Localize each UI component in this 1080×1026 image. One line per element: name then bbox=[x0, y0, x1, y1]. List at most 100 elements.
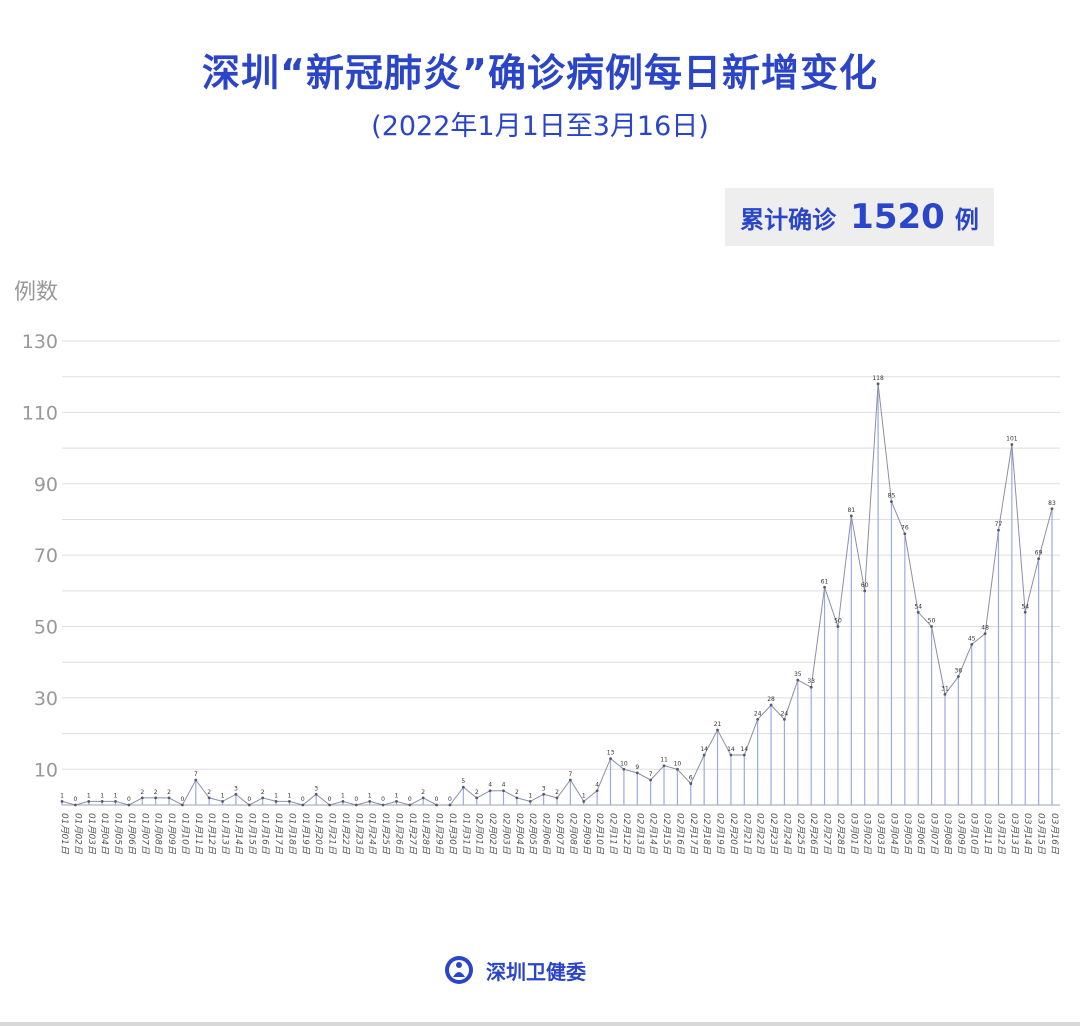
data-point bbox=[1010, 443, 1014, 446]
data-point bbox=[381, 803, 385, 807]
data-point bbox=[87, 800, 91, 803]
x-tick-label: 02月17日 bbox=[688, 813, 699, 855]
data-label: 14 bbox=[700, 746, 708, 753]
x-tick-label: 02月10日 bbox=[594, 813, 605, 855]
data-point bbox=[234, 792, 238, 796]
data-point bbox=[194, 778, 198, 782]
x-tick-label: 02月19日 bbox=[715, 813, 726, 855]
data-label: 28 bbox=[767, 696, 775, 703]
data-point bbox=[1050, 507, 1054, 511]
data-label: 24 bbox=[754, 710, 762, 717]
x-tick-label: 02月23日 bbox=[768, 813, 779, 855]
footer-brand: 深圳卫健委 bbox=[444, 955, 586, 985]
data-point bbox=[635, 771, 639, 775]
data-label: 48 bbox=[981, 625, 989, 632]
total-label: 累计确诊 bbox=[740, 205, 837, 234]
data-point bbox=[582, 800, 586, 803]
x-tick-label: 03月16日 bbox=[1049, 813, 1060, 855]
data-point bbox=[314, 792, 318, 796]
data-point bbox=[1023, 610, 1027, 614]
data-point bbox=[261, 796, 265, 800]
data-label: 2 bbox=[167, 789, 171, 796]
data-point bbox=[903, 532, 907, 536]
data-label: 1 bbox=[368, 792, 372, 799]
data-label: 4 bbox=[488, 782, 492, 789]
x-tick-label: 02月01日 bbox=[474, 813, 485, 855]
x-tick-label: 02月24日 bbox=[781, 813, 792, 855]
data-point bbox=[742, 753, 746, 757]
data-point bbox=[595, 789, 599, 793]
data-point bbox=[568, 778, 572, 782]
data-point bbox=[288, 800, 291, 803]
data-point bbox=[823, 585, 826, 589]
data-point bbox=[181, 803, 184, 807]
x-tick-label: 03月02日 bbox=[862, 813, 873, 855]
footer-org-name: 深圳卫健委 bbox=[486, 959, 586, 984]
y-tick-label: 10 bbox=[34, 759, 58, 781]
data-label: 31 bbox=[941, 685, 949, 692]
x-tick-label: 01月16日 bbox=[260, 813, 271, 855]
data-label: 1 bbox=[114, 792, 118, 799]
data-point bbox=[274, 800, 278, 803]
x-tick-label: 01月07日 bbox=[139, 813, 150, 855]
x-tick-label: 01月11日 bbox=[193, 813, 204, 855]
data-label: 2 bbox=[515, 789, 519, 796]
y-tick-label: 110 bbox=[22, 402, 58, 424]
data-label: 83 bbox=[1048, 500, 1056, 507]
data-label: 0 bbox=[354, 796, 358, 803]
data-label: 54 bbox=[1021, 603, 1029, 610]
x-tick-label: 02月12日 bbox=[621, 813, 632, 855]
x-tick-label: 02月05日 bbox=[527, 813, 538, 855]
data-point bbox=[73, 803, 77, 807]
data-label: 45 bbox=[968, 635, 976, 642]
y-tick-label: 70 bbox=[34, 545, 58, 567]
data-point bbox=[207, 796, 211, 800]
data-label: 21 bbox=[714, 721, 722, 728]
data-label: 0 bbox=[435, 796, 439, 803]
x-tick-label: 01月17日 bbox=[273, 813, 284, 855]
data-label: 2 bbox=[421, 789, 425, 796]
data-point bbox=[756, 717, 760, 721]
data-point bbox=[676, 767, 679, 771]
x-tick-label: 01月29日 bbox=[434, 813, 445, 855]
data-label: 5 bbox=[461, 778, 465, 785]
data-label: 1 bbox=[274, 792, 278, 799]
data-point bbox=[475, 796, 479, 800]
x-tick-label: 02月16日 bbox=[674, 813, 685, 855]
data-label: 0 bbox=[301, 796, 305, 803]
x-tick-label: 03月04日 bbox=[888, 813, 899, 855]
bottom-divider bbox=[0, 1022, 1080, 1026]
data-label: 2 bbox=[140, 789, 144, 796]
x-tick-label: 02月25日 bbox=[795, 813, 806, 855]
x-tick-label: 01月15日 bbox=[246, 813, 257, 855]
data-label: 4 bbox=[502, 782, 506, 789]
data-point bbox=[542, 792, 546, 796]
data-label: 0 bbox=[247, 796, 251, 803]
data-point bbox=[488, 789, 492, 793]
x-tick-label: 02月08日 bbox=[567, 813, 578, 855]
chart-subtitle: (2022年1月1日至3月16日) bbox=[371, 111, 709, 142]
health-commission-logo-icon bbox=[445, 956, 473, 984]
data-label: 50 bbox=[928, 618, 936, 625]
x-tick-label: 02月07日 bbox=[554, 813, 565, 855]
x-tick-label: 01月21日 bbox=[327, 813, 338, 855]
y-tick-label: 50 bbox=[34, 617, 58, 639]
data-label: 0 bbox=[408, 796, 412, 803]
x-tick-label: 03月07日 bbox=[929, 813, 940, 855]
data-label: 101 bbox=[1006, 436, 1018, 443]
x-tick-label: 02月20日 bbox=[728, 813, 739, 855]
data-label: 54 bbox=[914, 603, 922, 610]
data-label: 36 bbox=[955, 668, 963, 675]
data-label: 2 bbox=[555, 789, 559, 796]
data-label: 7 bbox=[568, 771, 572, 778]
y-tick-label: 30 bbox=[34, 688, 58, 710]
data-label: 1 bbox=[60, 792, 64, 799]
data-label: 0 bbox=[127, 796, 131, 803]
data-label: 33 bbox=[807, 678, 815, 685]
data-label: 3 bbox=[234, 785, 238, 792]
data-point bbox=[983, 632, 987, 636]
x-tick-label: 01月19日 bbox=[300, 813, 311, 855]
data-label: 0 bbox=[328, 796, 332, 803]
data-label: 69 bbox=[1035, 550, 1043, 557]
data-label: 1 bbox=[100, 792, 104, 799]
